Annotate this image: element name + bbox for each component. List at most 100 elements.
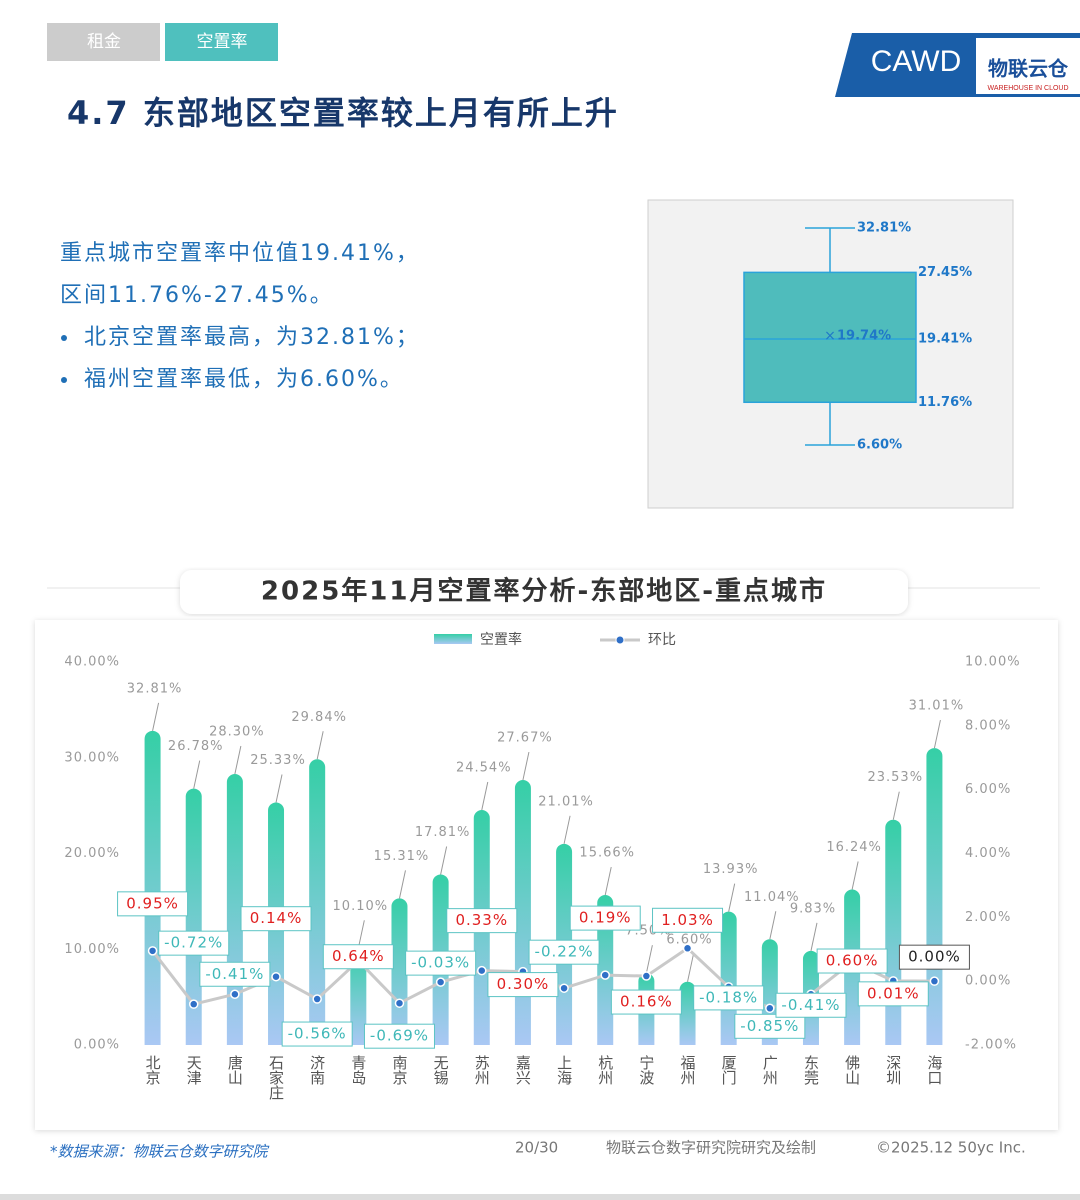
chart-title: 2025年11月空置率分析-东部地区-重点城市 <box>261 576 827 607</box>
line-point <box>271 971 281 982</box>
x-tick-label: 东莞 <box>802 1055 820 1086</box>
bar-label: 9.83% <box>790 901 836 916</box>
mean-label: 19.74% <box>837 329 891 344</box>
leader <box>234 745 242 775</box>
bar-label: 29.84% <box>291 710 347 725</box>
tab-label[interactable]: 租金 <box>87 32 121 52</box>
bullet-line: 北京空置率最高，为32.81%； <box>84 325 420 350</box>
line-label: -0.22% <box>535 943 594 961</box>
line-label: -0.03% <box>411 954 470 972</box>
legend-label: 环比 <box>648 632 676 648</box>
x-tick-label: 广州 <box>761 1055 779 1085</box>
line-label-box <box>240 906 312 932</box>
y2-tick-label: 8.00% <box>965 718 1011 733</box>
bar-label: 11.04% <box>744 890 800 905</box>
bar-label: 26.78% <box>168 739 224 754</box>
line-label: 0.00% <box>908 948 961 966</box>
logo-slogan: WAREHOUSE IN CLOUD <box>987 85 1068 92</box>
y2-tick-label: 2.00% <box>965 910 1011 925</box>
x-tick-label: 天津 <box>185 1055 203 1085</box>
legend-label: 空置率 <box>480 631 522 648</box>
leader <box>481 781 489 811</box>
line-point <box>765 1003 775 1014</box>
bar <box>185 788 202 1045</box>
box-label: 6.60% <box>857 438 902 453</box>
y-tick-label: 40.00% <box>64 655 120 670</box>
line-label-box <box>528 939 600 965</box>
bar-label: 10.10% <box>333 899 389 914</box>
leader <box>440 846 448 875</box>
page-title: 4.7 东部地区空置率较上月有所上升 <box>67 94 619 132</box>
x-tick-label: 杭州 <box>596 1055 614 1085</box>
line-point <box>312 994 322 1004</box>
bar-label: 32.81% <box>127 681 183 696</box>
line-label-box <box>693 985 765 1011</box>
line-point <box>559 983 569 993</box>
page-number: 20/30 <box>515 1139 558 1157</box>
copyright: ©2025.12 50yc Inc. <box>876 1139 1026 1157</box>
box <box>743 271 917 404</box>
bar-label: 15.66% <box>579 846 635 861</box>
line-label: 0.01% <box>867 984 920 1002</box>
bar <box>144 730 161 1045</box>
line-point <box>929 976 940 986</box>
bar <box>679 981 696 1045</box>
logo-name: CAWD <box>871 45 962 78</box>
leader <box>398 870 406 899</box>
line-label-box <box>569 905 641 931</box>
line-label: -0.41% <box>205 965 264 983</box>
summary-line: 重点城市空置率中位值19.41%， <box>60 241 420 266</box>
leader <box>851 861 859 890</box>
logo-box <box>976 38 1080 94</box>
x-tick-label: 厦门 <box>720 1055 738 1086</box>
x-tick-label: 石家庄 <box>267 1055 285 1100</box>
tab[interactable] <box>165 23 278 61</box>
bullet-dot <box>61 335 67 341</box>
line-label: 0.95% <box>126 894 179 912</box>
bar <box>309 759 326 1045</box>
leader <box>563 815 571 844</box>
box-label: 11.76% <box>918 395 972 410</box>
line-label: 0.19% <box>579 909 632 927</box>
line-label: 0.64% <box>332 947 385 965</box>
line-label-box <box>898 944 970 970</box>
y2-tick-label: 6.00% <box>965 782 1011 797</box>
bar-label: 6.60% <box>666 932 712 947</box>
bar-label: 31.01% <box>909 699 965 714</box>
bar <box>885 819 902 1045</box>
line-point <box>230 989 240 1000</box>
box-label: 32.81% <box>857 221 911 236</box>
x-tick-label: 宁波 <box>637 1055 655 1085</box>
bullet-line: 福州空置率最低，为6.60%。 <box>84 367 404 392</box>
source: *数据来源：物联云仓数字研究院 <box>50 1143 270 1161</box>
x-tick-label: 唐山 <box>226 1055 244 1085</box>
legend-swatch <box>434 634 472 644</box>
line-label: 0.60% <box>826 952 879 970</box>
line-label: -0.69% <box>370 1027 429 1045</box>
x-tick-label: 苏州 <box>473 1055 491 1085</box>
line-label-box <box>487 972 559 998</box>
bullet-dot <box>61 377 67 383</box>
line-point <box>477 965 487 976</box>
line-label: 0.33% <box>455 911 508 929</box>
tab-label[interactable]: 空置率 <box>197 32 248 52</box>
tab[interactable] <box>47 23 160 61</box>
mean-marker: × <box>824 328 836 344</box>
bar <box>597 895 614 1045</box>
bar-label: 16.24% <box>826 840 882 855</box>
line-label-box <box>199 961 271 987</box>
x-tick-label: 福州 <box>679 1055 697 1085</box>
line-label-box <box>857 981 929 1007</box>
x-tick-label: 海口 <box>925 1055 943 1085</box>
leader <box>357 920 365 949</box>
line-label: -0.18% <box>699 988 758 1006</box>
leader <box>275 774 283 803</box>
line-label-box <box>610 989 682 1015</box>
bar-label: 23.53% <box>867 770 923 785</box>
bar <box>391 898 408 1045</box>
bar <box>350 948 367 1045</box>
line-point <box>682 943 693 954</box>
line-label-box <box>816 948 888 974</box>
leader <box>892 791 900 820</box>
